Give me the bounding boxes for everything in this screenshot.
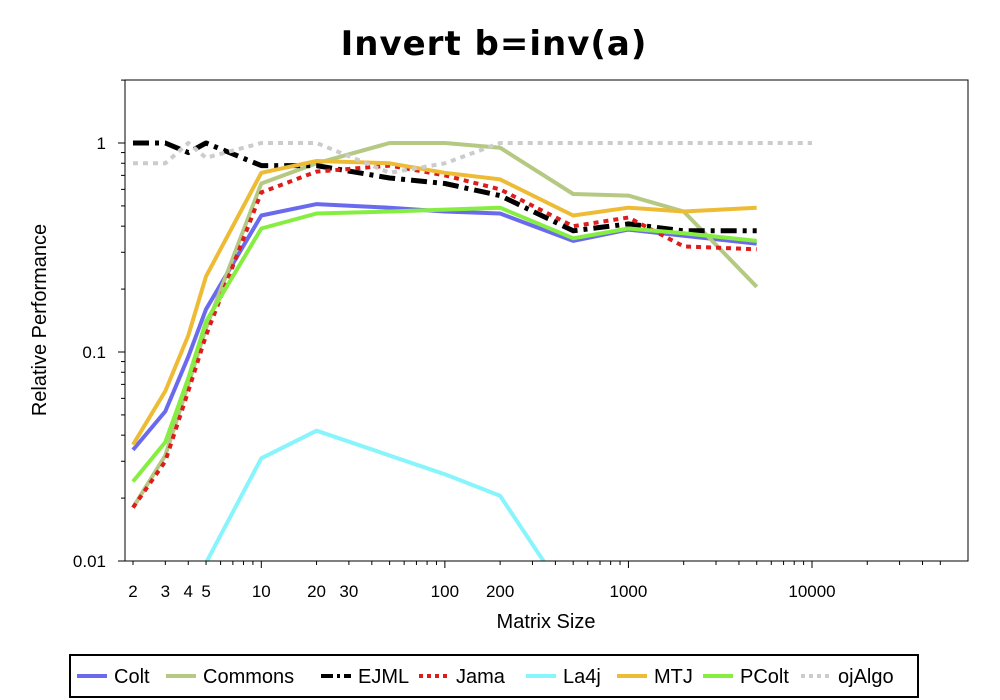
series-lines xyxy=(131,140,812,561)
axis-ticks: 2 3 4 5 10 20 30 100 200 1000 10000 0.01 0.1 1 xyxy=(73,79,941,601)
series-line-ejml xyxy=(133,140,757,234)
series-line-la4j xyxy=(204,428,546,561)
y-tick-label: 0.1 xyxy=(82,343,106,362)
series-line-jama xyxy=(131,163,757,509)
y-axis-label: Relative Performance xyxy=(29,224,51,416)
legend-label-la4j: La4j xyxy=(563,666,601,688)
legend-box xyxy=(69,654,919,698)
x-tick-label: 200 xyxy=(486,582,514,601)
x-tick-label: 100 xyxy=(431,582,459,601)
legend-label-jama: Jama xyxy=(456,666,506,688)
x-tick-label: 10 xyxy=(252,582,271,601)
series-line-mtj xyxy=(131,159,757,446)
x-tick-label: 30 xyxy=(339,582,358,601)
legend-label-pcolt: PColt xyxy=(740,666,789,688)
legend-label-ojalgo: ojAlgo xyxy=(838,666,894,688)
legend-label-colt: Colt xyxy=(114,666,150,688)
plot-frame xyxy=(124,79,969,562)
x-tick-label: 20 xyxy=(307,582,326,601)
legend-label-commons: Commons xyxy=(203,666,294,688)
series-line-ojalgo xyxy=(133,141,812,175)
x-axis-label: Matrix Size xyxy=(497,611,596,633)
x-tick-label: 1000 xyxy=(610,582,648,601)
y-tick-label: 1 xyxy=(97,134,106,153)
y-tick-label: 0.01 xyxy=(73,552,106,571)
x-tick-label: 4 xyxy=(184,582,193,601)
legend-label-mtj: MTJ xyxy=(654,666,693,688)
legend-items: Colt Commons EJML Jama La4j MTJ PColt ojAlgo xyxy=(77,666,894,688)
x-tick-label: 3 xyxy=(161,582,170,601)
x-tick-label: 2 xyxy=(128,582,137,601)
x-tick-label: 5 xyxy=(201,582,210,601)
series-line-commons xyxy=(131,141,759,509)
x-tick-label: 10000 xyxy=(788,582,835,601)
legend: Colt Commons EJML Jama La4j MTJ PColt ojAlgo xyxy=(69,654,919,698)
chart-title: Invert b=inv(a) xyxy=(341,24,648,64)
legend-label-ejml: EJML xyxy=(358,666,409,688)
series-line-pcolt xyxy=(131,205,757,483)
